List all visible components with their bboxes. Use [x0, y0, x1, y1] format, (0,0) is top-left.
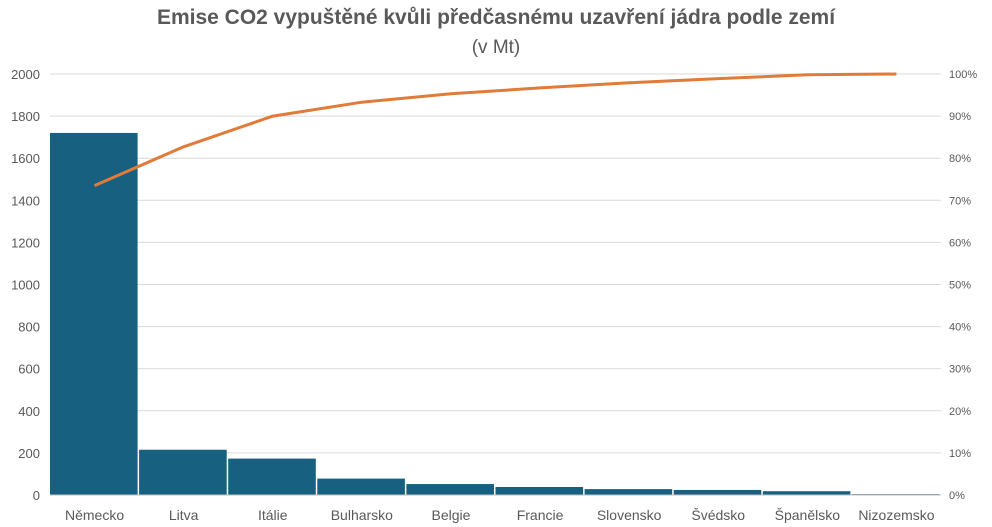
gridlines [50, 73, 941, 496]
x-tick-label: Nizozemsko [858, 507, 934, 523]
bar [228, 458, 316, 495]
x-tick-label: Bulharsko [331, 507, 393, 523]
y-tick-label: 2000 [11, 67, 40, 82]
bar [406, 484, 494, 495]
chart-title: Emise CO2 vypuštěné kvůli předčasnému uz… [157, 6, 836, 29]
y2-tick-label: 70% [949, 195, 971, 207]
bar [495, 487, 584, 495]
y-tick-label: 1000 [11, 278, 40, 293]
y-tick-label: 1200 [11, 235, 40, 250]
y2-tick-label: 20% [949, 406, 971, 418]
y-tick-label: 1400 [11, 193, 40, 208]
bar [139, 449, 227, 495]
x-tick-label: Litva [169, 507, 199, 523]
y-tick-label: 0 [33, 488, 40, 503]
bar [50, 132, 138, 495]
y2-tick-label: 60% [949, 237, 971, 249]
y2-tick-label: 80% [949, 153, 971, 165]
x-tick-label: Německo [65, 507, 124, 523]
y-axis-right: 0% 10% 20% 30% 40% 50% 60% 70% 80% 90% 100% [949, 69, 977, 502]
y2-tick-label: 10% [949, 448, 971, 460]
y-tick-label: 600 [18, 362, 40, 377]
y2-tick-label: 0% [949, 490, 965, 502]
y2-tick-label: 30% [949, 364, 971, 376]
cumulative-line [93, 72, 897, 187]
chart-subtitle: (v Mt) [472, 37, 521, 58]
x-tick-label: Španělsko [775, 507, 841, 523]
y2-tick-label: 50% [949, 280, 971, 292]
y-axis-left: 0 200 400 600 800 1000 1200 1400 1600 1800 2000 [11, 67, 40, 503]
bar [673, 489, 762, 495]
x-tick-label: Belgie [431, 507, 470, 523]
x-tick-label: Švédsko [691, 507, 745, 523]
y2-tick-label: 90% [949, 111, 971, 123]
y2-tick-label: 40% [949, 322, 971, 334]
bar [584, 489, 673, 495]
y-tick-label: 200 [18, 446, 40, 461]
y-tick-label: 800 [18, 320, 40, 335]
y-tick-label: 1600 [11, 151, 40, 166]
bar [317, 478, 405, 495]
x-tick-label: Francie [517, 507, 564, 523]
x-axis: Německo Litva Itálie Bulharsko Belgie Francie… [50, 494, 941, 523]
bars [50, 132, 940, 495]
x-tick-label: Itálie [258, 507, 288, 523]
y-tick-label: 1800 [11, 109, 40, 124]
x-tick-label: Slovensko [597, 507, 662, 523]
y2-tick-label: 100% [949, 69, 977, 81]
cumulative-line-path [93, 72, 897, 187]
bar [762, 491, 851, 495]
y-tick-label: 400 [18, 404, 40, 419]
